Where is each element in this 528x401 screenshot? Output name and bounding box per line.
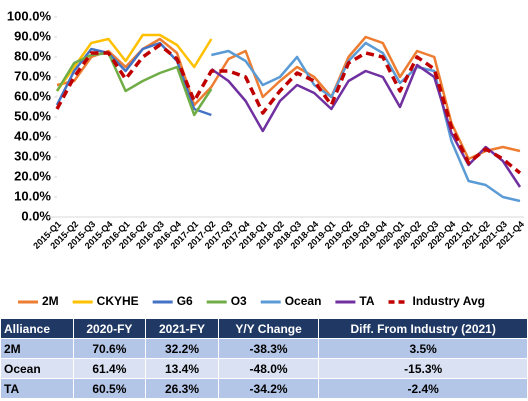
- series-line: [55, 41, 212, 117]
- table-cell: 32.2%: [145, 338, 219, 359]
- y-tick-label: 70.0%: [14, 68, 51, 83]
- table-cell: 60.5%: [72, 378, 147, 399]
- table-cell: TA: [0, 378, 74, 399]
- y-tick-label: 0.0%: [21, 208, 51, 223]
- table-cell: -38.3%: [217, 338, 320, 359]
- data-table: Alliance 2020-FY 2021-FY Y/Y Change Diff. Fr…: [0, 318, 528, 399]
- y-tick-label: 100.0%: [7, 8, 52, 23]
- y-tick-label: 40.0%: [14, 128, 51, 143]
- chart: 0.0% 10.0% 20.0% 30.0% 40.0% 50.0% 60.0% 70.0% 8…: [7, 8, 526, 308]
- table-header-cell: 2020-FY: [72, 318, 147, 339]
- table-cell: -34.2%: [217, 378, 320, 399]
- series-line: [211, 41, 521, 203]
- series-line: [55, 33, 213, 92]
- table-cell: -15.3%: [318, 358, 528, 379]
- table-row: TA 60.5% 26.3% -34.2% -2.4%: [0, 378, 528, 399]
- legend-label: O3: [231, 294, 247, 308]
- table-row: 2M 70.6% 32.2% -38.3% 3.5%: [0, 338, 528, 359]
- series-line: [55, 51, 213, 117]
- legend-label: 2M: [42, 294, 59, 308]
- table-cell: 26.3%: [145, 378, 219, 399]
- table-header-cell: Alliance: [0, 318, 74, 339]
- table-cell: 13.4%: [145, 358, 219, 379]
- table-header-cell: Y/Y Change: [217, 318, 320, 339]
- table-cell: 70.6%: [72, 338, 147, 359]
- y-tick-label: 60.0%: [14, 88, 51, 103]
- series-line: [55, 43, 522, 175]
- legend-label: TA: [359, 294, 374, 308]
- legend-label: Ocean: [285, 294, 322, 308]
- table-header-cell: 2021-FY: [145, 318, 219, 339]
- legend-label: G6: [177, 294, 193, 308]
- table-cell: 3.5%: [318, 338, 528, 359]
- series-line: [210, 63, 522, 188]
- table-cell: Ocean: [0, 358, 74, 379]
- table-cell: -48.0%: [217, 358, 320, 379]
- legend-label: Industry Avg: [413, 294, 485, 308]
- y-tick-label: 80.0%: [14, 48, 51, 63]
- y-tick-label: 30.0%: [14, 148, 51, 163]
- y-tick-label: 10.0%: [14, 188, 51, 203]
- table-cell: 2M: [0, 338, 74, 359]
- table-header-cell: Diff. From Industry (2021): [318, 318, 528, 339]
- table-row: Ocean 61.4% 13.4% -48.0% -15.3%: [0, 358, 528, 379]
- table-cell: -2.4%: [318, 378, 528, 399]
- y-tick-label: 20.0%: [14, 168, 51, 183]
- table-cell: 61.4%: [72, 358, 147, 379]
- y-tick-label: 90.0%: [14, 28, 51, 43]
- legend-label: CKYHE: [97, 294, 139, 308]
- y-tick-label: 50.0%: [14, 108, 51, 123]
